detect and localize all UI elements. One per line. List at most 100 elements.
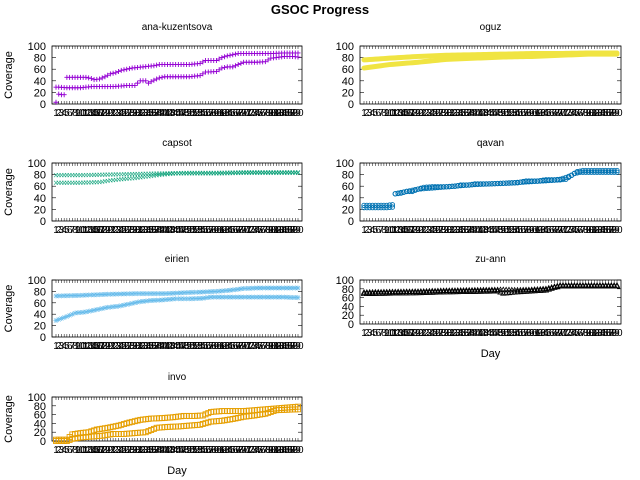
- x-tick-label: 65: [540, 328, 552, 339]
- y-axis-label: Coverage: [3, 285, 15, 333]
- y-tick-label: 60: [34, 181, 46, 193]
- x-tick-label: 32: [135, 341, 147, 352]
- x-tick-label: 30: [441, 328, 453, 339]
- x-tick-label: 74: [566, 225, 578, 236]
- x-tick-label: 46: [173, 341, 185, 352]
- x-tick-label: 16: [91, 341, 103, 352]
- x-tick-label: 53: [506, 328, 518, 339]
- x-tick-label: 29: [127, 445, 139, 456]
- data-point: [295, 170, 301, 175]
- x-tick-label: 17: [404, 328, 416, 339]
- x-tick-label: 22: [108, 225, 120, 236]
- x-tick-label: 79: [263, 445, 275, 456]
- x-tick-label: 29: [438, 328, 450, 339]
- x-tick-label: 86: [282, 341, 294, 352]
- x-tick-label: 31: [444, 328, 456, 339]
- x-tick-label: 36: [458, 328, 470, 339]
- x-tick-label: 66: [227, 225, 239, 236]
- data-point: [409, 187, 415, 193]
- x-tick-label: 54: [509, 225, 521, 236]
- x-tick-label: 2: [56, 108, 62, 119]
- x-tick-label: 20: [102, 341, 114, 352]
- x-tick-label: 19: [99, 108, 111, 119]
- x-tick-label: 4: [370, 108, 376, 119]
- x-tick-label: 50: [184, 108, 196, 119]
- x-tick-label: 22: [108, 108, 120, 119]
- y-tick-label: 100: [336, 41, 354, 53]
- data-point: [126, 66, 132, 72]
- y-tick-label: 0: [40, 99, 46, 111]
- x-tick-label: 48: [178, 108, 190, 119]
- y-tick-label: 100: [336, 158, 354, 170]
- x-tick-label: 82: [589, 108, 601, 119]
- x-tick-label: 19: [99, 225, 111, 236]
- x-tick-label: 21: [105, 108, 117, 119]
- x-tick-label: 17: [94, 341, 106, 352]
- x-tick-label: 3: [367, 328, 373, 339]
- x-tick-label: 80: [583, 225, 595, 236]
- x-tick-label: 28: [124, 341, 136, 352]
- x-tick-label: 56: [200, 445, 212, 456]
- data-point: [529, 178, 535, 185]
- x-tick-label: 74: [249, 108, 261, 119]
- x-tick-label: 35: [143, 445, 155, 456]
- data-point: [268, 285, 274, 291]
- data-point: [520, 179, 526, 185]
- x-tick-label: 25: [116, 445, 128, 456]
- x-tick-label: 18: [97, 225, 109, 236]
- y-tick-label: 100: [28, 275, 46, 287]
- x-tick-label: 61: [214, 225, 226, 236]
- x-tick-label: 21: [415, 108, 427, 119]
- x-tick-label: 1: [361, 108, 367, 119]
- data-point: [423, 185, 430, 192]
- x-tick-label: 7: [378, 225, 384, 236]
- data-point: [260, 285, 266, 291]
- x-tick-label: 66: [543, 328, 555, 339]
- data-point: [443, 184, 450, 190]
- x-tick-label: 41: [472, 328, 484, 339]
- x-tick-label: 55: [197, 225, 209, 236]
- x-tick-label: 8: [381, 108, 387, 119]
- x-tick-label: 74: [566, 108, 578, 119]
- series-lower: [53, 170, 301, 185]
- x-tick-label: 2: [56, 341, 62, 352]
- x-tick-label: 79: [263, 225, 275, 236]
- data-point: [219, 288, 225, 294]
- x-tick-label: 83: [273, 341, 285, 352]
- x-tick-label: 25: [427, 108, 439, 119]
- data-point: [107, 71, 113, 77]
- x-tick-label: 63: [219, 445, 231, 456]
- y-axis-label: Coverage: [3, 395, 15, 443]
- x-tick-label: 11: [78, 225, 89, 236]
- y-tick-label: 20: [342, 204, 354, 216]
- x-tick-label: 31: [132, 225, 144, 236]
- x-tick-label: 65: [224, 445, 236, 456]
- data-point: [254, 285, 260, 291]
- panel-title: qavan: [477, 138, 504, 149]
- data-point: [613, 281, 621, 288]
- plot-frame: [51, 279, 303, 338]
- y-tick-label: 0: [40, 216, 46, 228]
- x-tick-label: 22: [108, 341, 120, 352]
- data-point: [61, 92, 67, 98]
- x-tick-label: 80: [265, 341, 277, 352]
- x-tick-label: 48: [178, 225, 190, 236]
- data-point: [235, 294, 241, 300]
- x-tick-label: 68: [233, 445, 245, 456]
- x-tick-label: 79: [580, 225, 592, 236]
- data-point: [262, 285, 268, 291]
- y-tick-label: 60: [34, 298, 46, 310]
- data-point: [113, 70, 119, 76]
- x-tick-label: 52: [189, 225, 201, 236]
- data-point: [143, 298, 149, 304]
- data-point: [295, 406, 301, 413]
- x-tick-label: 43: [165, 108, 177, 119]
- x-tick-label: 70: [238, 445, 250, 456]
- x-tick-label: 50: [498, 225, 510, 236]
- x-tick-label: 87: [603, 328, 615, 339]
- x-tick-label: 62: [216, 225, 228, 236]
- y-tick-label: 0: [40, 332, 46, 344]
- data-point: [53, 317, 59, 323]
- data-point: [230, 52, 236, 58]
- x-tick-label: 46: [173, 108, 185, 119]
